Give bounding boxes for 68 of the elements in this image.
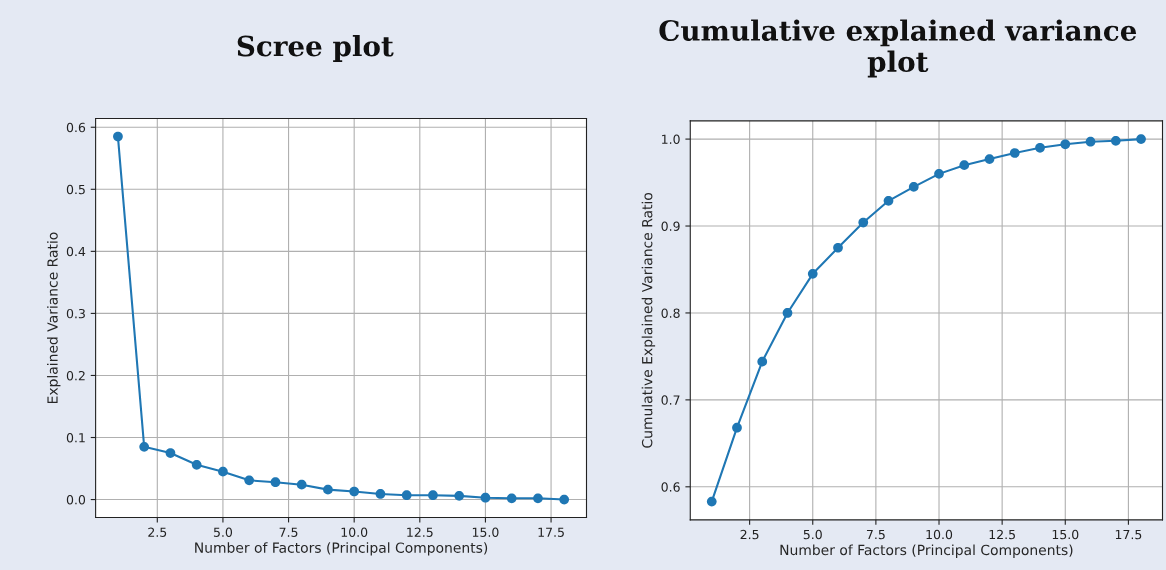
point [323, 484, 333, 495]
point [833, 242, 843, 253]
y-axis-title: Explained Variance Ratio [47, 232, 61, 404]
x-axis-title: Number of Factors (Principal Components) [195, 542, 488, 556]
point [1035, 142, 1045, 153]
point [296, 479, 307, 490]
point [782, 308, 793, 318]
point [244, 475, 255, 486]
point [559, 494, 570, 505]
point [934, 169, 944, 179]
chart-title: Scree plot [237, 35, 394, 62]
point [959, 160, 970, 171]
x-tick-label: 15.0 [1052, 529, 1079, 540]
point [732, 422, 742, 433]
point [706, 496, 717, 507]
x-tick-label: 15.0 [472, 527, 499, 537]
y-tick-label: 0.0 [66, 495, 86, 505]
point [1136, 134, 1146, 144]
point [454, 490, 465, 501]
x-tick-label: 5.0 [803, 529, 822, 540]
point [480, 492, 491, 503]
point [139, 441, 150, 452]
y-tick-label: 0.6 [661, 482, 680, 492]
x-tick-label: 10.0 [341, 527, 368, 537]
x-tick-label: 2.5 [148, 527, 167, 537]
point [908, 182, 919, 192]
x-tick-label: 17.5 [1115, 529, 1142, 540]
point [375, 489, 386, 499]
y-tick-label: 0.8 [661, 308, 680, 318]
point [218, 466, 228, 477]
point [1009, 148, 1020, 158]
point [807, 268, 818, 279]
point [113, 131, 123, 142]
point [757, 356, 768, 367]
point [191, 459, 202, 470]
y-tick-label: 0.9 [661, 221, 680, 231]
y-tick-label: 0.7 [661, 395, 680, 405]
y-tick-label: 0.6 [66, 122, 86, 133]
point [883, 195, 894, 206]
y-tick-label: 0.3 [66, 308, 85, 319]
y-tick-label: 0.1 [66, 432, 85, 443]
point [270, 477, 281, 488]
y-tick-label: 0.4 [66, 246, 86, 257]
y-tick-label: 0.2 [66, 370, 85, 381]
y-tick-label: 1.0 [662, 134, 680, 145]
point [165, 448, 176, 458]
point [1110, 135, 1121, 146]
chart-title: Cumulative explained variance plot [659, 19, 1137, 78]
point [1085, 136, 1096, 147]
point [428, 490, 438, 501]
x-tick-label: 12.5 [407, 527, 433, 537]
point [984, 154, 995, 164]
x-tick-label: 5.0 [213, 527, 233, 537]
x-tick-label: 12.5 [989, 529, 1015, 540]
x-tick-label: 7.5 [279, 527, 298, 537]
point [401, 490, 412, 501]
y-axis-title: Cumulative Explained Variance Ratio [641, 192, 656, 448]
x-tick-label: 17.5 [538, 527, 564, 537]
point [506, 493, 517, 504]
x-axis-title: Number of Factors (Principal Components) [780, 544, 1073, 558]
x-tick-label: 10.0 [926, 529, 953, 540]
point [533, 493, 543, 504]
point [858, 217, 869, 228]
x-tick-label: 7.5 [866, 529, 885, 540]
point [349, 486, 360, 497]
x-tick-label: 2.5 [740, 529, 759, 540]
point [1060, 139, 1071, 150]
y-tick-label: 0.5 [66, 184, 85, 195]
